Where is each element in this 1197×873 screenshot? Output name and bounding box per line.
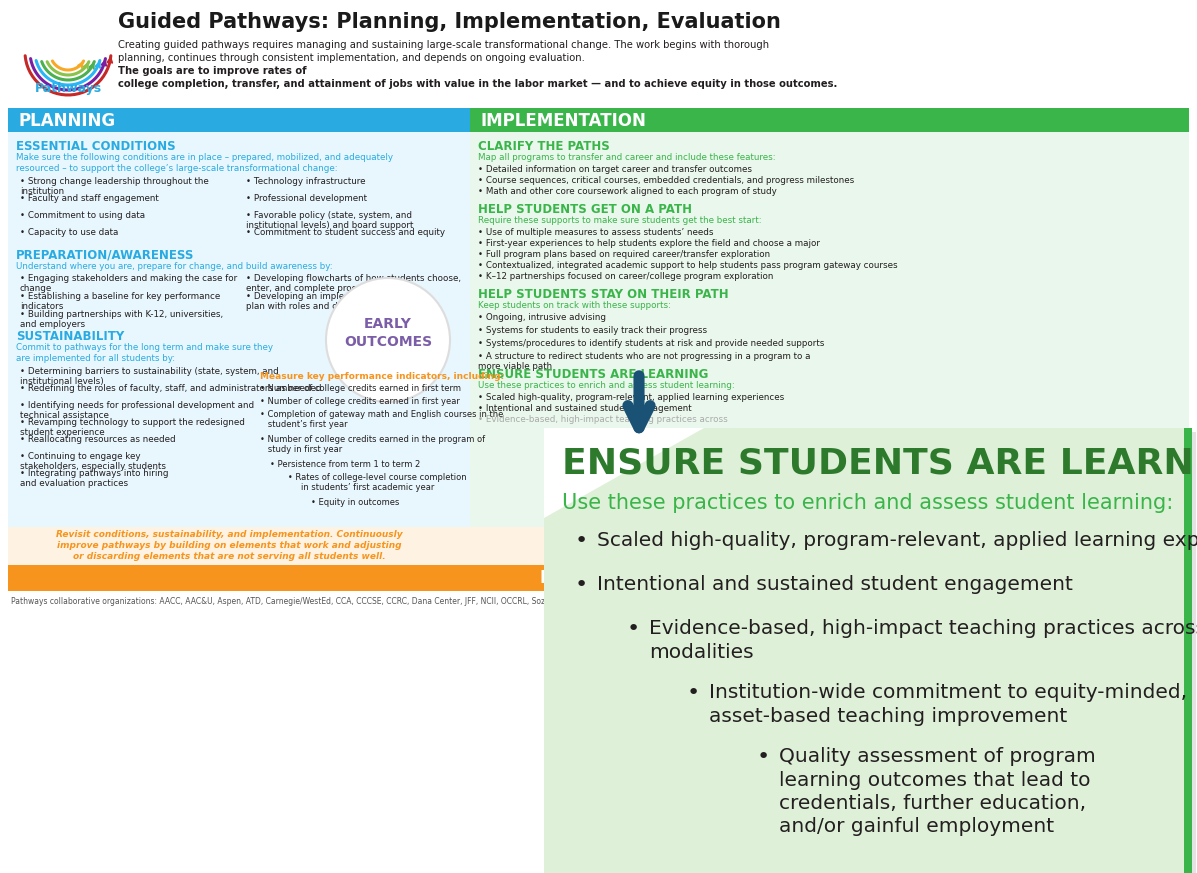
Text: • Identifying needs for professional development and
technical assistance: • Identifying needs for professional dev… (20, 401, 254, 421)
FancyBboxPatch shape (8, 527, 1191, 565)
Text: • Establishing a baseline for key performance
indicators: • Establishing a baseline for key perfor… (20, 292, 220, 312)
Text: Use these practices to enrich and assess student learning:: Use these practices to enrich and assess… (563, 493, 1173, 513)
Text: •: • (627, 619, 640, 639)
Text: • Developing flowcharts of how students choose,
enter, and complete programs: • Developing flowcharts of how students … (247, 274, 461, 293)
Text: • Number of college credits earned in the program of
   study in first year: • Number of college credits earned in th… (260, 435, 485, 455)
Text: • Strong change leadership throughout the
institution: • Strong change leadership throughout th… (20, 177, 208, 196)
Circle shape (326, 278, 450, 402)
Text: • Contextualized, integrated academic support to help students pass program gate: • Contextualized, integrated academic su… (478, 261, 898, 270)
Text: • K–12 partnerships focused on career/college program exploration: • K–12 partnerships focused on career/co… (478, 272, 773, 281)
Text: • Scaled high-quality, program-relevant, applied learning experiences: • Scaled high-quality, program-relevant,… (478, 393, 784, 402)
Text: Map all programs to transfer and career and include these features:: Map all programs to transfer and career … (478, 153, 776, 162)
Text: •: • (757, 747, 770, 767)
Text: • Redefining the roles of faculty, staff, and administrators as needed: • Redefining the roles of faculty, staff… (20, 384, 322, 393)
Text: • Course sequences, critical courses, embedded credentials, and progress milesto: • Course sequences, critical courses, em… (478, 176, 855, 185)
Text: • Completion of gateway math and English courses in the
   student’s first year: • Completion of gateway math and English… (260, 410, 504, 430)
Text: • First-year experiences to help students explore the field and choose a major: • First-year experiences to help student… (478, 239, 820, 248)
FancyBboxPatch shape (1184, 428, 1192, 873)
Text: • Detailed information on target career and transfer outcomes: • Detailed information on target career … (478, 165, 752, 174)
Text: Institution-wide commitment to equity-minded,
asset-based teaching improvement: Institution-wide commitment to equity-mi… (709, 683, 1187, 725)
FancyBboxPatch shape (548, 432, 1196, 873)
Text: Use these practices to enrich and assess student learning:: Use these practices to enrich and assess… (478, 381, 735, 390)
FancyBboxPatch shape (470, 132, 1189, 565)
Text: IMPLEMENTATION: IMPLEMENTATION (480, 112, 646, 130)
Text: • Number of college credits earned in first year: • Number of college credits earned in fi… (260, 397, 460, 406)
FancyBboxPatch shape (8, 565, 1191, 591)
Text: ESSENTIAL CONDITIONS: ESSENTIAL CONDITIONS (16, 140, 176, 153)
Text: Pathways collaborative organizations: AACC, AAC&U, Aspen, ATD, Carnegie/WestEd, : Pathways collaborative organizations: AA… (11, 597, 594, 606)
Text: • Integrating pathways into hiring
and evaluation practices: • Integrating pathways into hiring and e… (20, 469, 169, 488)
Text: PLANNING: PLANNING (18, 112, 115, 130)
Text: Quality assessment of program
learning outcomes that lead to
credentials, furthe: Quality assessment of program learning o… (779, 747, 1095, 836)
Text: • Equity in outcomes: • Equity in outcomes (290, 498, 400, 507)
FancyBboxPatch shape (0, 0, 1197, 108)
Text: ENSURE STUDENTS ARE LEARNING: ENSURE STUDENTS ARE LEARNING (563, 446, 1197, 480)
Text: • Commitment to using data: • Commitment to using data (20, 211, 145, 220)
Text: ENSURE STUDENTS ARE LEARNING: ENSURE STUDENTS ARE LEARNING (478, 368, 709, 381)
Polygon shape (543, 428, 704, 518)
Text: • Reallocating resources as needed: • Reallocating resources as needed (20, 435, 176, 444)
Text: EVALUATION: EVALUATION (540, 569, 656, 587)
Text: PREPARATION/AWARENESS: PREPARATION/AWARENESS (16, 249, 194, 262)
Text: EARLY: EARLY (364, 317, 412, 331)
Text: • Full program plans based on required career/transfer exploration: • Full program plans based on required c… (478, 250, 770, 259)
Text: Measure key performance indicators, including:: Measure key performance indicators, incl… (260, 372, 504, 381)
Text: Make sure the following conditions are in place – prepared, mobilized, and adequ: Make sure the following conditions are i… (16, 153, 393, 174)
Text: • Math and other core coursework aligned to each program of study: • Math and other core coursework aligned… (478, 187, 777, 196)
Text: SUSTAINABILITY: SUSTAINABILITY (16, 330, 124, 343)
Text: • Evidence-based, high-impact teaching practices across: • Evidence-based, high-impact teaching p… (478, 415, 728, 424)
Text: Understand where you are, prepare for change, and build awareness by:: Understand where you are, prepare for ch… (16, 262, 333, 271)
Text: • Engaging stakeholders and making the case for
change: • Engaging stakeholders and making the c… (20, 274, 237, 293)
Text: • Intentional and sustained student engagement: • Intentional and sustained student enga… (478, 404, 692, 413)
Text: Scaled high-quality, program-relevant, applied learning experiences: Scaled high-quality, program-relevant, a… (597, 531, 1197, 550)
Text: • Systems/procedures to identify students at risk and provide needed supports: • Systems/procedures to identify student… (478, 339, 825, 348)
Text: • Commitment to student success and equity: • Commitment to student success and equi… (247, 228, 445, 237)
Text: • Number of college credits earned in first term: • Number of college credits earned in fi… (260, 384, 461, 393)
Text: HELP STUDENTS STAY ON THEIR PATH: HELP STUDENTS STAY ON THEIR PATH (478, 288, 729, 301)
Text: CLARIFY THE PATHS: CLARIFY THE PATHS (478, 140, 609, 153)
Text: • Rates of college-level course completion
        in students’ first academic y: • Rates of college-level course completi… (280, 473, 467, 492)
FancyBboxPatch shape (470, 108, 1189, 132)
Text: • Continuing to engage key
stakeholders, especially students: • Continuing to engage key stakeholders,… (20, 452, 166, 471)
Text: Revisit conditions, sustainability, and implementation. Continuously
improve pat: Revisit conditions, sustainability, and … (56, 530, 402, 561)
Text: • Professional development: • Professional development (247, 194, 367, 203)
Text: The goals are to improve rates of
college completion, transfer, and attainment o: The goals are to improve rates of colleg… (119, 66, 838, 89)
Text: Creating guided pathways requires managing and sustaining large-scale transforma: Creating guided pathways requires managi… (119, 40, 770, 63)
Text: • Determining barriers to sustainability (state, system, and
institutional level: • Determining barriers to sustainability… (20, 367, 279, 387)
Text: • Systems for students to easily track their progress: • Systems for students to easily track t… (478, 326, 707, 335)
Text: • Faculty and staff engagement: • Faculty and staff engagement (20, 194, 159, 203)
Text: Guided Pathways: Planning, Implementation, Evaluation: Guided Pathways: Planning, Implementatio… (119, 12, 780, 32)
Text: Evidence-based, high-impact teaching practices across
modalities: Evidence-based, high-impact teaching pra… (649, 619, 1197, 662)
Text: HELP STUDENTS GET ON A PATH: HELP STUDENTS GET ON A PATH (478, 203, 692, 216)
Text: • Technology infrastructure: • Technology infrastructure (247, 177, 365, 186)
Text: Intentional and sustained student engagement: Intentional and sustained student engage… (597, 575, 1073, 594)
Text: • Capacity to use data: • Capacity to use data (20, 228, 119, 237)
Text: Require these supports to make sure students get the best start:: Require these supports to make sure stud… (478, 216, 761, 225)
FancyBboxPatch shape (543, 428, 1192, 873)
Text: • Use of multiple measures to assess students’ needs: • Use of multiple measures to assess stu… (478, 228, 713, 237)
Text: • Building partnerships with K-12, universities,
and employers: • Building partnerships with K-12, unive… (20, 310, 223, 329)
Text: • Revamping technology to support the redesigned
student experience: • Revamping technology to support the re… (20, 418, 245, 437)
Text: Keep students on track with these supports:: Keep students on track with these suppor… (478, 301, 672, 310)
Text: •: • (575, 531, 588, 551)
Text: • Persistence from term 1 to term 2: • Persistence from term 1 to term 2 (271, 460, 420, 469)
Text: • Favorable policy (state, system, and
institutional levels) and board support: • Favorable policy (state, system, and i… (247, 211, 413, 230)
Text: • Ongoing, intrusive advising: • Ongoing, intrusive advising (478, 313, 606, 322)
Text: •: • (575, 575, 588, 595)
Text: Commit to pathways for the long term and make sure they
are implemented for all : Commit to pathways for the long term and… (16, 343, 273, 363)
Text: OUTCOMES: OUTCOMES (344, 335, 432, 349)
Text: • A structure to redirect students who are not progressing in a program to a
mor: • A structure to redirect students who a… (478, 352, 810, 371)
Text: Pathways: Pathways (35, 82, 102, 95)
Text: •: • (687, 683, 700, 703)
FancyBboxPatch shape (8, 132, 470, 565)
FancyBboxPatch shape (8, 108, 470, 132)
Text: • Developing an implementation
plan with roles and deadlines: • Developing an implementation plan with… (247, 292, 389, 312)
